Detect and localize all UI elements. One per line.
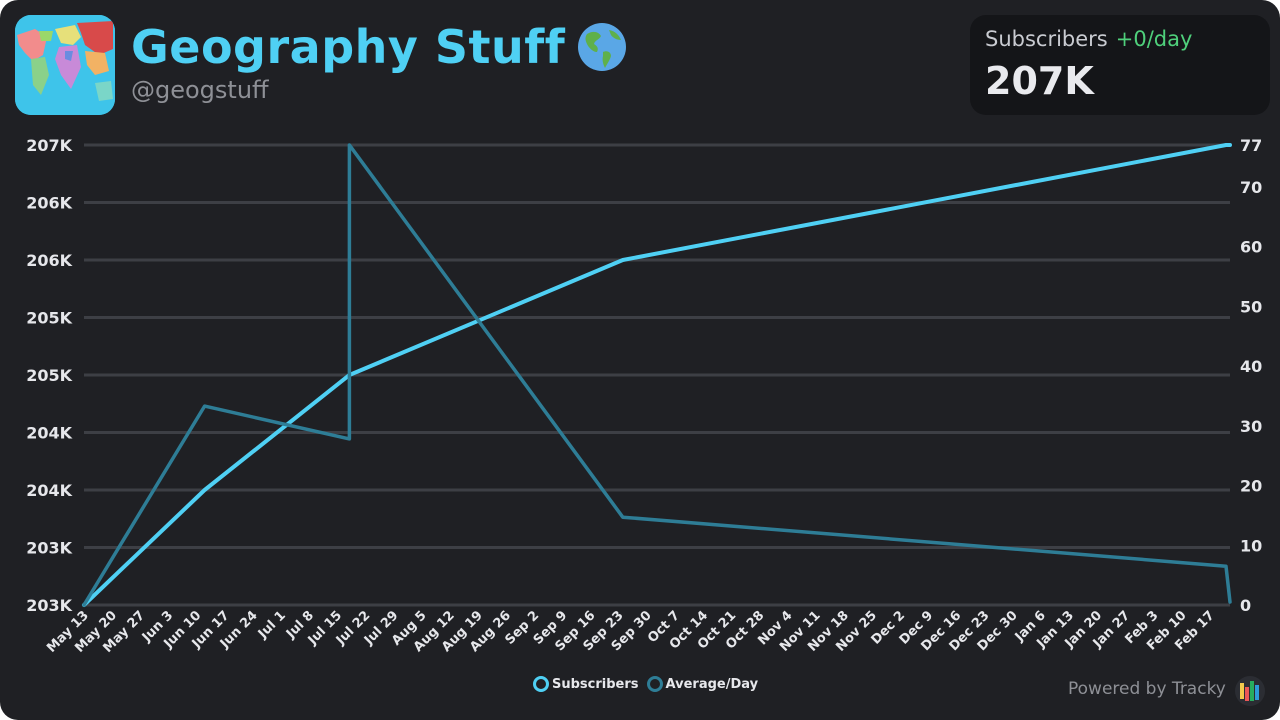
- series-line-subscribers: [82, 143, 1232, 607]
- y-tick-label-right: 40: [1240, 357, 1262, 376]
- y-tick-label-right: 10: [1240, 536, 1262, 555]
- y-tick-label-left: 203K: [26, 596, 72, 615]
- legend-label-subscribers: Subscribers: [552, 676, 639, 692]
- globe-americas-icon: [578, 23, 627, 71]
- y-tick-label-left: 204K: [26, 424, 72, 443]
- series-line-average-per-day: [82, 143, 1232, 607]
- y-tick-label-right: 0: [1240, 596, 1251, 615]
- channel-title[interactable]: Geography Stuff: [131, 20, 566, 74]
- legend-swatch-subscribers: [533, 676, 549, 692]
- stat-label: Subscribers +0/day: [985, 27, 1192, 51]
- y-tick-label-left: 206K: [26, 194, 72, 213]
- y-tick-label-right: 20: [1240, 477, 1262, 496]
- world-map-avatar-icon[interactable]: [15, 15, 115, 115]
- title-row: Geography Stuff: [131, 14, 627, 80]
- legend-label-average: Average/Day: [665, 676, 759, 692]
- x-tick-label: Jul 1: [255, 608, 289, 642]
- tracky-logo-icon[interactable]: [1234, 675, 1266, 707]
- subscriber-chart: 203K 203K 204K 204K 205K 205K 206K 206K 207K 0 10 2…: [26, 136, 1262, 656]
- stat-label-text: Subscribers: [985, 27, 1108, 51]
- y-tick-label-right: 70: [1240, 178, 1262, 197]
- y-tick-label-left: 205K: [26, 309, 72, 328]
- legend-item-average[interactable]: Average/Day: [646, 676, 759, 692]
- legend-item-subscribers[interactable]: Subscribers: [533, 676, 639, 692]
- y-tick-label-left: 205K: [26, 366, 72, 385]
- y-tick-label-right: 77: [1240, 136, 1262, 155]
- y-tick-label-right: 60: [1240, 238, 1262, 257]
- stat-value: 207K: [985, 59, 1094, 103]
- y-tick-label-left: 204K: [26, 481, 72, 500]
- channel-handle[interactable]: @geogstuff: [131, 76, 269, 104]
- y-tick-label-left: 206K: [26, 251, 72, 270]
- powered-by-text[interactable]: Powered by Tracky: [1068, 679, 1226, 699]
- chart-legend: Subscribers Average/Day: [533, 676, 758, 692]
- y-tick-label-left: 203K: [26, 539, 72, 558]
- y-tick-label-right: 30: [1240, 417, 1262, 436]
- y-tick-label-right: 50: [1240, 297, 1262, 316]
- subscriber-stat-box: Subscribers +0/day 207K: [970, 15, 1270, 115]
- legend-swatch-average: [646, 676, 663, 692]
- stat-delta: +0/day: [1115, 27, 1193, 51]
- y-tick-label-left: 207K: [26, 136, 72, 155]
